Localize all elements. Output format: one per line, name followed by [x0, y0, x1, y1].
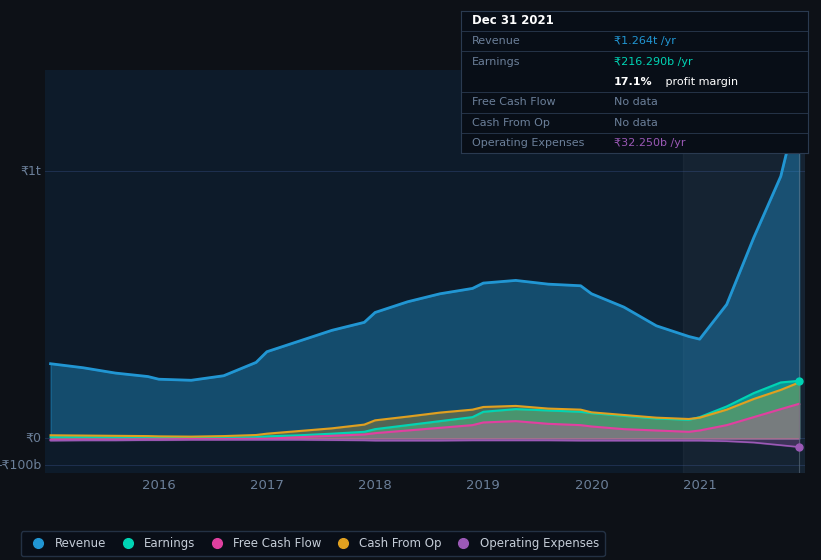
Text: No data: No data: [614, 97, 658, 108]
Text: Cash From Op: Cash From Op: [472, 118, 550, 128]
Text: ₹1t: ₹1t: [21, 165, 41, 178]
Text: profit margin: profit margin: [663, 77, 738, 87]
Text: ₹1.264t /yr: ₹1.264t /yr: [614, 36, 676, 46]
Text: ₹32.250b /yr: ₹32.250b /yr: [614, 138, 686, 148]
Text: 17.1%: 17.1%: [614, 77, 653, 87]
Text: Free Cash Flow: Free Cash Flow: [472, 97, 556, 108]
Text: -₹100b: -₹100b: [0, 459, 41, 472]
Text: Earnings: Earnings: [472, 57, 521, 67]
Bar: [683, 70, 805, 473]
Text: Dec 31 2021: Dec 31 2021: [472, 15, 553, 27]
Text: Revenue: Revenue: [472, 36, 521, 46]
Legend: Revenue, Earnings, Free Cash Flow, Cash From Op, Operating Expenses: Revenue, Earnings, Free Cash Flow, Cash …: [21, 531, 605, 556]
Text: No data: No data: [614, 118, 658, 128]
Text: ₹0: ₹0: [25, 432, 41, 445]
Text: Operating Expenses: Operating Expenses: [472, 138, 585, 148]
Text: ₹216.290b /yr: ₹216.290b /yr: [614, 57, 692, 67]
